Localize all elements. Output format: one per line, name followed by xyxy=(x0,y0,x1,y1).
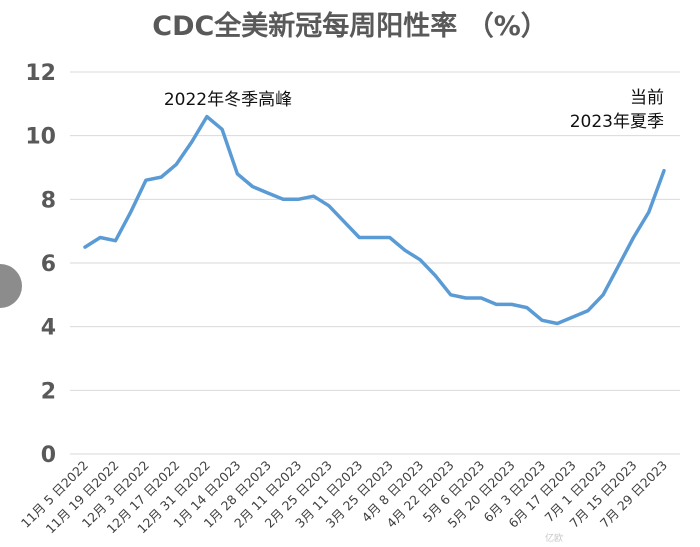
gridlines xyxy=(70,71,680,455)
y-tick-label: 0 xyxy=(41,443,56,468)
y-tick-label: 12 xyxy=(25,61,56,86)
watermark: 亿欧 xyxy=(545,534,564,544)
y-tick-label: 4 xyxy=(41,316,56,341)
annotations: 2022年冬季高峰 当前 2023年夏季 xyxy=(164,88,664,132)
y-axis-ticks: 0 2 4 6 8 10 12 xyxy=(25,61,56,468)
chart-title: CDC全美新冠每周阳性率 （%） xyxy=(152,11,548,42)
series-line xyxy=(83,114,666,326)
y-tick-label: 2 xyxy=(41,379,56,404)
y-tick-label: 6 xyxy=(41,252,56,277)
annotation-label: 2023年夏季 xyxy=(570,112,664,132)
annotation-label: 2022年冬季高峰 xyxy=(164,90,292,110)
y-tick-label: 8 xyxy=(41,188,56,213)
y-tick-label: 10 xyxy=(25,125,56,150)
side-scroll-button[interactable] xyxy=(0,264,22,308)
annotation-label: 当前 xyxy=(630,88,664,108)
